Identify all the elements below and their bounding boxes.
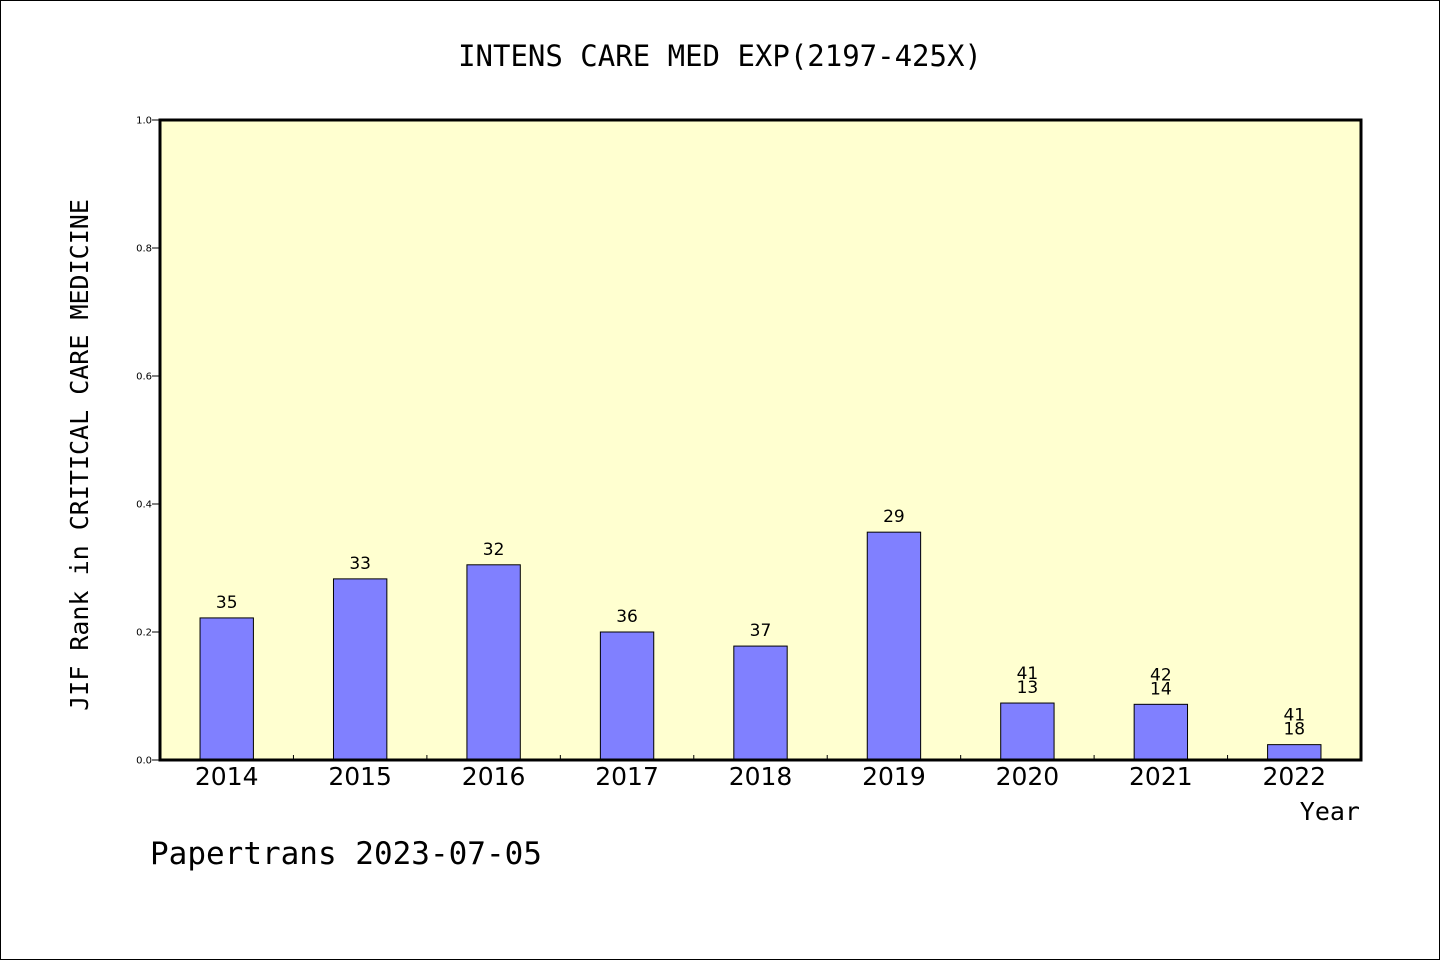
bar-data-label: 14	[1150, 679, 1172, 699]
bar-2019	[866, 531, 922, 761]
x-tick-label: 2018	[729, 762, 793, 791]
y-tick-label: 0.6	[136, 372, 152, 383]
y-tick-label: 0.0	[136, 756, 152, 767]
x-tick-label: 2022	[1262, 762, 1326, 791]
x-tick-label: 2019	[862, 762, 926, 791]
bar-data-label: 42	[1150, 665, 1172, 685]
x-tick-label: 2017	[595, 762, 659, 791]
plot-border	[158, 118, 1363, 762]
x-tick-label: 2021	[1129, 762, 1193, 791]
bar-2021	[1133, 703, 1189, 761]
bar-data-label: 29	[883, 507, 905, 527]
x-tick-label: 2015	[328, 762, 392, 791]
x-tick-label: 2014	[195, 762, 259, 791]
bar-data-label: 41	[1017, 664, 1039, 684]
x-axis: 2014 2015 2016 2017 2018 2019 2020 2021 2022	[195, 755, 1326, 791]
bar-data-label: 41	[1283, 706, 1305, 726]
bar-data-label: 36	[616, 607, 638, 627]
y-axis-label: JIF Rank in CRITICAL CARE MEDICINE	[65, 199, 94, 711]
bar-data-label: 35	[216, 593, 238, 613]
bars-group	[199, 531, 1322, 761]
bar-data-label: 32	[483, 540, 505, 560]
y-tick-label: 0.8	[136, 244, 152, 255]
y-tick-label: 0.4	[136, 500, 152, 511]
credit-text: Papertrans 2023-07-05	[150, 836, 542, 872]
bar-2022	[1267, 744, 1322, 761]
x-axis-label: Year	[1300, 797, 1360, 826]
x-tick-label: 2020	[996, 762, 1060, 791]
bar-data-label: 37	[750, 621, 772, 641]
y-tick-label: 1.0	[136, 116, 152, 127]
y-axis: 0.0 0.2 0.4 0.6 0.8 1.0	[136, 116, 160, 767]
y-tick-label: 0.2	[136, 628, 152, 639]
bar-2014	[199, 617, 254, 761]
bar-2020	[1000, 702, 1055, 761]
bar-2017	[599, 631, 655, 761]
chart-title: INTENS CARE MED EXP(2197-425X)	[458, 39, 982, 73]
bar-data-label: 18	[1283, 720, 1305, 740]
bar-2018	[733, 645, 788, 761]
bar-2016	[466, 564, 521, 761]
x-tick-label: 2016	[462, 762, 526, 791]
bar-2015	[332, 578, 388, 761]
bar-data-label: 13	[1017, 678, 1039, 698]
bar-data-label: 33	[349, 554, 371, 574]
